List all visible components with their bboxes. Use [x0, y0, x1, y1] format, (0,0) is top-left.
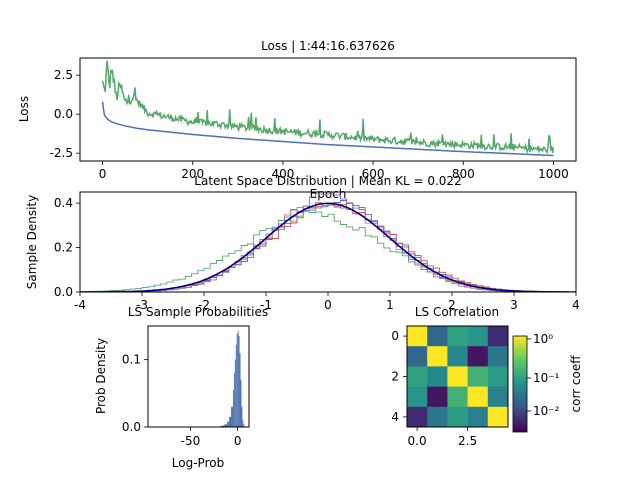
heatmap-cell — [407, 406, 428, 428]
prob-histogram-bar — [238, 336, 240, 427]
latent-x-tick-label: 4 — [572, 298, 580, 312]
prob-histogram-bar — [224, 424, 228, 427]
heatmap-cell — [407, 386, 428, 408]
latent-y-axis-label: Sample Density — [25, 195, 39, 289]
prob-histogram-bar — [240, 379, 242, 427]
prob-y-tick-label: 0.0 — [122, 420, 141, 434]
loss-series-validation — [101, 60, 555, 155]
prob-y-tick-label: 0.1 — [122, 353, 141, 367]
heatmap-cell — [407, 366, 428, 387]
colorbar — [512, 335, 528, 433]
colorbar-label: corr coeff — [569, 355, 583, 413]
heatmap-cell — [427, 366, 448, 387]
prob-histogram-bar — [242, 420, 244, 427]
heatmap-x-tick-label: 0.0 — [408, 434, 427, 448]
heatmap-y-tick-label: 2 — [391, 370, 399, 384]
heatmap-cell — [407, 346, 428, 367]
heatmap-cell — [427, 346, 448, 367]
heatmap-cell — [487, 406, 509, 428]
loss-chart-title: Loss | 1:44:16.637626 — [261, 39, 395, 53]
loss-x-tick-label: 1000 — [538, 167, 569, 181]
heatmap-y-tick-label: 4 — [391, 410, 399, 424]
prob-histogram-bar — [233, 373, 235, 427]
loss-x-tick-label: 800 — [452, 167, 475, 181]
heatmap-y-tick-label: 0 — [391, 329, 399, 343]
prob-histogram-bar — [229, 416, 232, 427]
loss-x-tick-label: 0 — [99, 167, 107, 181]
heatmap-cell — [407, 326, 428, 347]
latent-chart-title: Latent Space Distribution | Mean KL = 0.… — [194, 174, 461, 188]
prob-plot-frame — [147, 325, 250, 428]
sample-probabilities-chart: -50 0 0.0 0.1 LS Sample Probabilities Log-… — [94, 305, 268, 470]
latent-x-tick-label: -4 — [74, 298, 86, 312]
latent-x-tick-label: -2 — [198, 298, 210, 312]
heatmap-cell — [447, 366, 468, 387]
latent-x-tick-label: 2 — [448, 298, 456, 312]
latent-distribution-chart: -4 -3 -2 -1 0 1 2 3 4 0.0 0.2 0.4 Latent Space Dis… — [25, 174, 580, 312]
loss-y-tick-label: -2.5 — [50, 146, 73, 160]
heatmap-cell — [487, 346, 509, 367]
heatmap-cell — [447, 346, 468, 367]
prob-x-axis-label: Log-Prob — [172, 456, 224, 470]
prob-histogram-bar — [227, 421, 230, 427]
loss-series-training — [101, 101, 554, 157]
heatmap-cell — [487, 386, 509, 408]
heatmap-cell — [467, 326, 489, 347]
prob-histogram-bar — [243, 424, 245, 427]
heatmap-cell — [487, 366, 509, 387]
heatmap-cell — [427, 326, 448, 347]
prob-histogram-bar — [239, 352, 241, 427]
prob-x-tick-label: -50 — [181, 434, 201, 448]
heatmap-cell — [447, 386, 468, 408]
latent-histogram-series-4 — [80, 193, 576, 292]
prob-histogram-bar — [232, 389, 234, 427]
prob-histogram-bar — [231, 406, 233, 427]
latent-reference-normal-curve — [80, 202, 576, 292]
prob-x-tick-label: 0 — [234, 434, 242, 448]
prob-y-axis-label: Prob Density — [94, 338, 108, 414]
loss-x-tick-label: 200 — [181, 167, 204, 181]
colorbar-tick-label: 10⁰ — [533, 332, 553, 346]
loss-y-tick-label: 2.5 — [54, 68, 73, 82]
latent-x-tick-label: 1 — [386, 298, 394, 312]
colorbar-tick-label: 10⁻¹ — [533, 371, 560, 385]
latent-y-tick-label: 0.0 — [54, 285, 73, 299]
heatmap-cell — [467, 386, 489, 408]
loss-plot-frame — [79, 57, 577, 162]
heatmap-x-tick-label: 2.5 — [458, 434, 477, 448]
heatmap-cell — [467, 346, 489, 367]
heatmap-cell — [427, 406, 448, 428]
prob-histogram-bar — [237, 330, 239, 427]
heatmap-cell — [467, 406, 489, 428]
correlation-heatmap: 0.0 2.5 0 2 4 LS Correlation 10⁰ 10⁻¹ 10⁻² co… — [391, 305, 583, 448]
loss-y-tick-label: 0.0 — [54, 107, 73, 121]
heatmap-cell — [427, 386, 448, 408]
latent-y-tick-label: 0.4 — [54, 196, 73, 210]
latent-x-tick-label: 0 — [324, 298, 332, 312]
heatmap-cell — [487, 326, 509, 347]
loss-x-tick-label: 400 — [271, 167, 294, 181]
heatmap-cell — [467, 366, 489, 387]
loss-y-axis-label: Loss — [17, 96, 31, 122]
latent-x-tick-label: 3 — [510, 298, 518, 312]
heatmap-cell — [447, 406, 468, 428]
colorbar-tick-label: 10⁻² — [533, 404, 560, 418]
latent-x-tick-label: -3 — [136, 298, 148, 312]
prob-histogram-bar — [241, 406, 243, 427]
latent-histogram-series-2 — [80, 211, 576, 292]
heatmap-title: LS Correlation — [415, 305, 499, 319]
latent-x-tick-label: -1 — [260, 298, 272, 312]
prob-histogram-bar — [235, 344, 237, 427]
loss-x-tick-label: 600 — [362, 167, 385, 181]
prob-histogram-bar — [234, 359, 236, 427]
loss-chart: Loss | 1:44:16.637626 0 200 400 600 800 1000 … — [17, 39, 577, 201]
prob-histogram-bar — [220, 425, 225, 427]
latent-y-tick-label: 0.2 — [54, 241, 73, 255]
prob-chart-title: LS Sample Probabilities — [128, 305, 268, 319]
prob-histogram-bar — [236, 334, 238, 427]
heatmap-cell — [447, 326, 468, 347]
